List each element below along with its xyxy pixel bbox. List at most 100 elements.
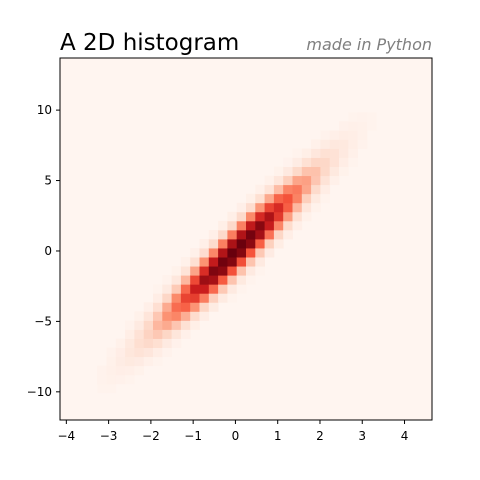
heatmap-cell bbox=[301, 157, 312, 167]
heatmap-cell bbox=[227, 248, 238, 258]
heatmap-cell bbox=[236, 202, 247, 213]
heatmap-cell bbox=[106, 365, 117, 376]
heatmap-cell bbox=[246, 275, 256, 285]
heatmap-cell bbox=[199, 275, 210, 285]
heatmap-cell bbox=[329, 157, 340, 167]
heatmap-cell bbox=[180, 284, 191, 294]
heatmap-cell bbox=[97, 365, 107, 376]
heatmap-cell bbox=[255, 266, 265, 276]
heatmap-cell bbox=[264, 220, 275, 231]
heatmap-cell bbox=[218, 293, 228, 303]
heatmap-cell bbox=[264, 202, 275, 213]
heatmap-cell bbox=[255, 211, 265, 222]
heatmap-cell bbox=[283, 166, 293, 177]
heatmap-cell bbox=[357, 130, 368, 140]
heatmap-cell bbox=[348, 130, 358, 140]
x-tick-label: −4 bbox=[57, 429, 75, 443]
heatmap-cell bbox=[329, 175, 340, 186]
heatmap-cell bbox=[339, 139, 349, 149]
heatmap-cell bbox=[236, 284, 247, 294]
heatmap-cell bbox=[190, 320, 200, 330]
heatmap-cell bbox=[320, 193, 331, 204]
x-tick-label: −3 bbox=[100, 429, 118, 443]
heatmap-cell bbox=[171, 320, 182, 330]
heatmap-cell bbox=[255, 239, 265, 249]
heatmap-cells bbox=[60, 58, 432, 420]
heatmap-cell bbox=[320, 166, 331, 177]
heatmap-cell bbox=[255, 220, 265, 231]
heatmap-cell bbox=[208, 293, 219, 303]
heatmap-cell bbox=[283, 229, 293, 240]
heatmap-cell bbox=[320, 139, 331, 149]
heatmap-cell bbox=[153, 320, 163, 330]
heatmap-cell bbox=[236, 266, 247, 276]
heatmap-cell bbox=[348, 139, 358, 149]
heatmap-cell bbox=[143, 356, 154, 367]
heatmap-cell bbox=[311, 193, 321, 204]
heatmap-cell bbox=[190, 293, 200, 303]
heatmap-cell bbox=[171, 329, 182, 339]
heatmap-cell bbox=[171, 302, 182, 312]
heatmap-cell bbox=[199, 311, 210, 321]
heatmap-cell bbox=[208, 302, 219, 312]
heatmap-cell bbox=[273, 193, 284, 204]
heatmap-cell bbox=[283, 157, 293, 167]
heatmap-cell bbox=[339, 130, 349, 140]
heatmap-cell bbox=[348, 112, 358, 122]
heatmap-cell bbox=[273, 184, 284, 195]
heatmap-cell bbox=[115, 365, 126, 376]
heatmap-cell bbox=[153, 356, 163, 367]
heatmap-cell bbox=[97, 374, 107, 385]
heatmap-cell bbox=[264, 229, 275, 240]
heatmap-cell bbox=[171, 275, 182, 285]
heatmap-cell bbox=[162, 329, 172, 339]
heatmap-cell bbox=[125, 320, 135, 330]
heatmap-cell bbox=[134, 329, 145, 339]
heatmap-cell bbox=[246, 193, 256, 204]
heatmap-cell bbox=[162, 302, 172, 312]
heatmap-cell bbox=[357, 121, 368, 131]
heatmap-cell bbox=[273, 229, 284, 240]
heatmap-cell bbox=[292, 157, 303, 167]
heatmap-cell bbox=[162, 275, 172, 285]
heatmap-cell bbox=[246, 257, 256, 267]
heatmap-cell bbox=[366, 112, 377, 122]
heatmap-cell bbox=[283, 175, 293, 186]
heatmap-cell bbox=[301, 193, 312, 204]
heatmap-cell bbox=[106, 383, 117, 394]
heatmap-cell bbox=[134, 365, 145, 376]
heatmap-cell bbox=[143, 320, 154, 330]
heatmap-cell bbox=[339, 166, 349, 177]
heatmap-cell bbox=[320, 148, 331, 158]
heatmap-cell bbox=[301, 166, 312, 177]
heatmap-cell bbox=[366, 121, 377, 131]
heatmap-cell bbox=[301, 211, 312, 222]
heatmap-cell bbox=[255, 248, 265, 258]
heatmap-cell bbox=[153, 311, 163, 321]
heatmap-cell bbox=[208, 266, 219, 276]
heatmap-cell bbox=[171, 338, 182, 348]
heatmap-cell bbox=[348, 148, 358, 158]
heatmap-cell bbox=[227, 266, 238, 276]
heatmap-cell bbox=[153, 329, 163, 339]
heatmap-cell bbox=[255, 202, 265, 213]
heatmap-cell bbox=[115, 338, 126, 348]
heatmap-cell bbox=[236, 248, 247, 258]
y-tick-label: −10 bbox=[27, 385, 52, 399]
heatmap-cell bbox=[283, 193, 293, 204]
heatmap-cell bbox=[329, 148, 340, 158]
heatmap-cell bbox=[292, 184, 303, 195]
heatmap-cell bbox=[329, 139, 340, 149]
heatmap-cell bbox=[208, 275, 219, 285]
heatmap-cell bbox=[153, 347, 163, 358]
heatmap-cell bbox=[357, 112, 368, 122]
heatmap-cell bbox=[134, 311, 145, 321]
heatmap-cell bbox=[171, 266, 182, 276]
heatmap-cell bbox=[134, 356, 145, 367]
heatmap-cell bbox=[292, 166, 303, 177]
x-axis: −4 −3 −2 −1 0 1 2 3 4 bbox=[57, 420, 408, 443]
heatmap-cell bbox=[348, 121, 358, 131]
heatmap-cell bbox=[246, 202, 256, 213]
heatmap-cell bbox=[190, 284, 200, 294]
heatmap-cell bbox=[339, 121, 349, 131]
